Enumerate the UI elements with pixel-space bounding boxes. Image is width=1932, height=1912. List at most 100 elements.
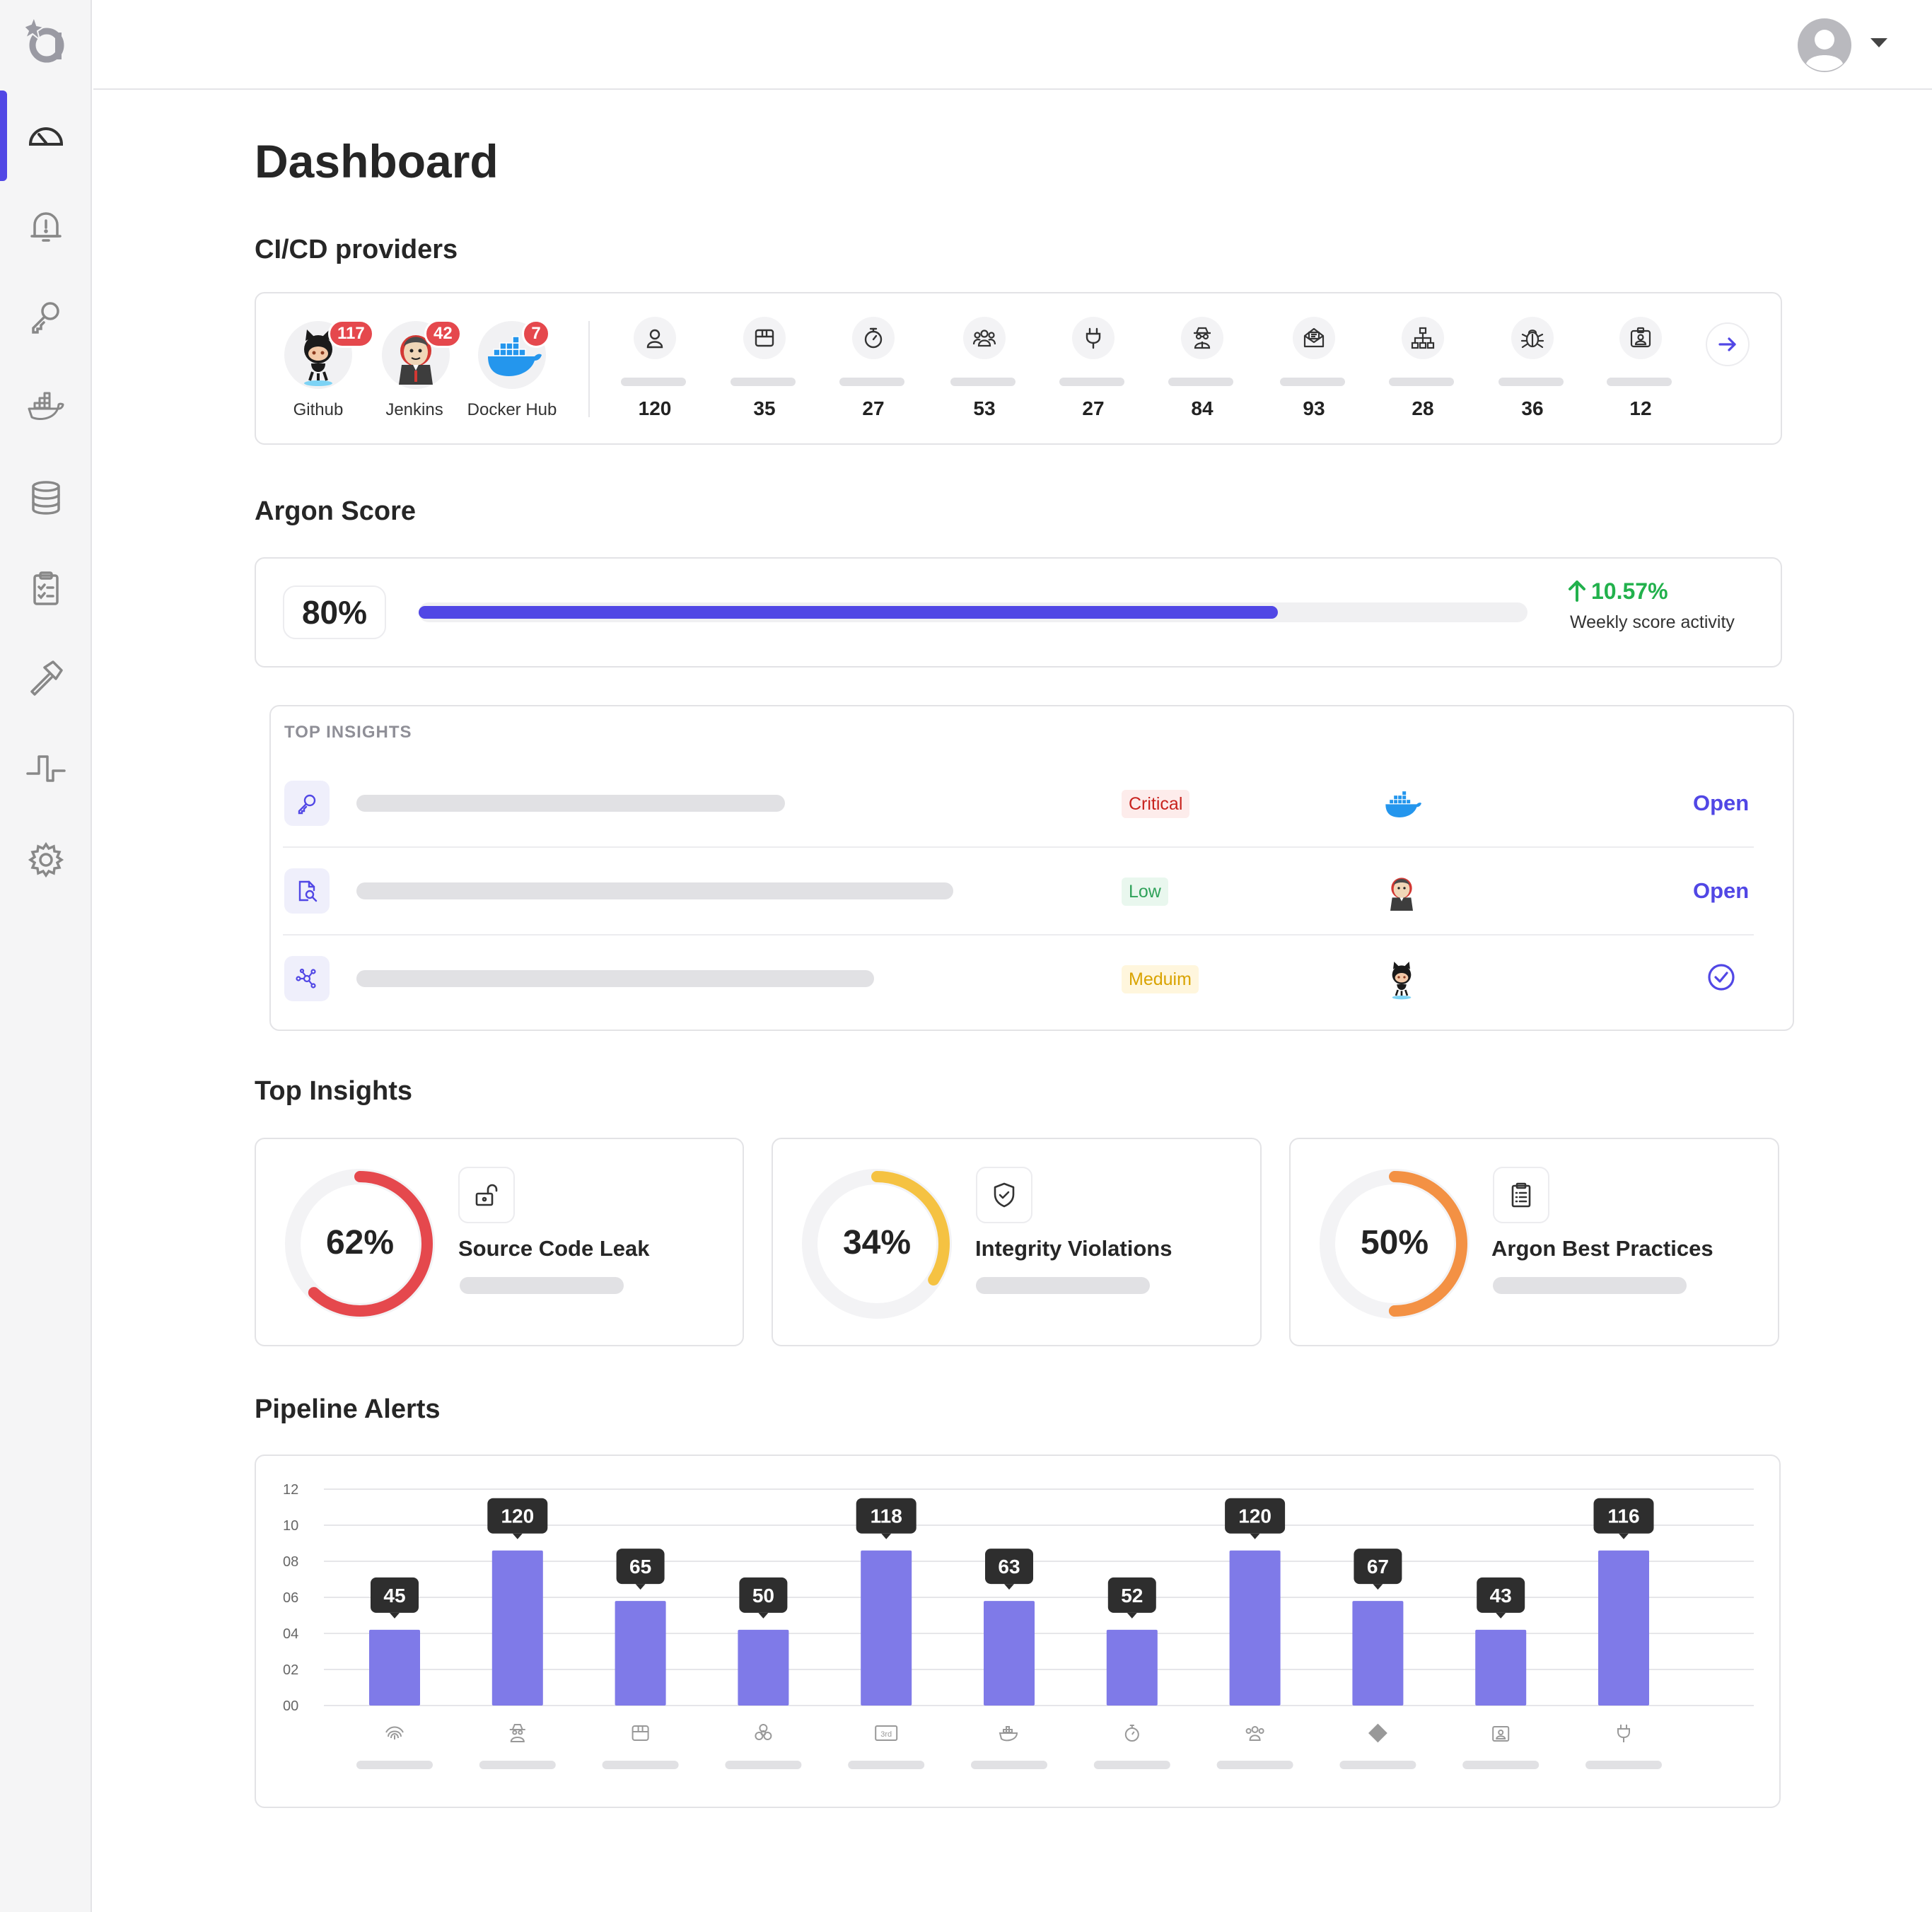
- insight-percent: 50%: [1360, 1224, 1429, 1261]
- insight-gauge: [1320, 1169, 1470, 1319]
- top-bar: [93, 0, 1932, 90]
- insight-card-icon: [458, 1167, 515, 1223]
- id-badge-icon: [1630, 327, 1651, 348]
- insight-card-placeholder: [976, 1277, 1150, 1294]
- chart-data-label-bg: [739, 1577, 788, 1613]
- shield-check-icon: [994, 1182, 1015, 1208]
- insight-percent: 34%: [842, 1224, 912, 1261]
- severity-badge: Low: [1122, 878, 1168, 906]
- stat-bar: [731, 378, 796, 386]
- stat-value: 53: [973, 397, 996, 419]
- chart-data-label-pointer: [1250, 1533, 1260, 1539]
- check-circle-icon[interactable]: [1707, 963, 1735, 991]
- chart-x-tick-icon-text: 3rd: [880, 1730, 892, 1739]
- unlock-icon: [475, 1184, 498, 1206]
- insight-card-label: Argon Best Practices: [1491, 1236, 1713, 1261]
- row-divider: [283, 846, 1754, 848]
- sidebar-item-checklist[interactable]: [0, 543, 92, 634]
- chart-data-label-pointer: [512, 1533, 523, 1539]
- insight-gauge: [802, 1169, 952, 1319]
- chart-bar: [1352, 1601, 1404, 1706]
- severity-badge: Meduim: [1122, 965, 1199, 993]
- open-insight-link[interactable]: Open: [1693, 878, 1750, 903]
- insight-row-icon: [284, 781, 330, 826]
- stopwatch-icon: [864, 327, 883, 349]
- sidebar-item-build[interactable]: [0, 634, 92, 724]
- package-icon: [632, 1725, 649, 1741]
- insight-row-placeholder: [356, 882, 953, 899]
- chart-data-label: 120: [1238, 1505, 1271, 1527]
- pipeline-alerts-chart: 12 10 08 06 04 02 00 45 120 65 50 118 3rd 63 52 120 67 43…: [283, 1482, 1754, 1769]
- chart-bar: [1106, 1629, 1158, 1706]
- git-icon: [1368, 1723, 1387, 1743]
- stat-value: 120: [638, 397, 672, 419]
- insight-card-label: Integrity Violations: [975, 1236, 1172, 1261]
- chart-data-label-bg: [1225, 1498, 1286, 1534]
- sidebar-item-settings[interactable]: [0, 815, 92, 905]
- database-icon: [32, 481, 60, 515]
- chart-data-label-bg: [1593, 1498, 1654, 1534]
- insight-row-placeholder: [356, 795, 785, 812]
- sidebar-item-alerts[interactable]: [0, 181, 92, 272]
- arrow-up-icon: [1569, 581, 1585, 602]
- chart-data-label: 65: [629, 1556, 651, 1578]
- pulse-icon: [26, 755, 66, 782]
- sidebar-item-secrets[interactable]: [0, 272, 92, 362]
- chart-x-tick-placeholder: [971, 1761, 1047, 1769]
- stat-value: 28: [1412, 397, 1434, 419]
- chart-data-label-pointer: [1619, 1533, 1629, 1539]
- open-insight-link[interactable]: Open: [1693, 791, 1750, 815]
- stat-value: 93: [1303, 397, 1325, 419]
- stat-value: 27: [1082, 397, 1105, 419]
- chart-data-label: 116: [1607, 1505, 1639, 1527]
- docker-icon: [999, 1726, 1018, 1742]
- chart-x-tick-placeholder: [1585, 1761, 1662, 1769]
- score-delta-value: 10.57%: [1591, 578, 1668, 604]
- hammer-icon: [30, 660, 63, 696]
- chart-data-label-bg: [616, 1549, 665, 1585]
- chart-bar: [738, 1629, 789, 1706]
- caret-down-icon[interactable]: [1870, 38, 1887, 47]
- providers-divider: [588, 321, 590, 417]
- alert-bell-icon: [30, 212, 62, 242]
- section-title-providers: CI/CD providers: [255, 235, 458, 264]
- arrow-right-icon: [1718, 337, 1736, 351]
- user-avatar-icon[interactable]: [1796, 17, 1853, 74]
- chart-data-label-pointer: [881, 1533, 892, 1539]
- stat-bar: [839, 378, 904, 386]
- chart-x-tick-placeholder: [356, 1761, 433, 1769]
- sidebar-item-docker[interactable]: [0, 362, 92, 453]
- network-nodes-icon: [296, 968, 316, 989]
- stat-value: 35: [753, 397, 776, 419]
- chart-data-label-pointer: [1373, 1584, 1383, 1590]
- stat-bar: [1389, 378, 1454, 386]
- insight-card-placeholder: [460, 1277, 624, 1294]
- stat-bar: [950, 378, 1016, 386]
- chart-x-tick-placeholder: [725, 1761, 802, 1769]
- chart-bar: [1598, 1550, 1649, 1706]
- provider-jenkins[interactable]: [382, 321, 450, 389]
- chart-data-label: 67: [1367, 1556, 1389, 1578]
- github-octocat-icon: [1392, 962, 1412, 1000]
- argon-logo-icon[interactable]: [18, 17, 68, 66]
- sidebar-item-activity[interactable]: [0, 724, 92, 815]
- chart-y-tick-label: 04: [283, 1626, 298, 1642]
- sidebar-item-dashboard[interactable]: [0, 91, 92, 181]
- chart-data-label: 50: [752, 1585, 774, 1607]
- chart-bar: [1475, 1629, 1527, 1706]
- stat-value: 36: [1521, 397, 1544, 419]
- docker-whale-icon: [488, 336, 542, 376]
- users-group-icon: [972, 330, 996, 347]
- insight-percent: 62%: [325, 1224, 395, 1261]
- chart-data-label-bg: [856, 1498, 916, 1534]
- sidebar-item-database[interactable]: [0, 453, 92, 543]
- insight-card-icon: [976, 1167, 1032, 1223]
- chart-data-label-bg: [985, 1549, 1033, 1585]
- chart-bar: [615, 1601, 666, 1706]
- chart-data-label-pointer: [1127, 1612, 1137, 1619]
- chart-x-tick-placeholder: [1339, 1761, 1416, 1769]
- stat-value: 27: [862, 397, 885, 419]
- insight-card-icon: [1493, 1167, 1549, 1223]
- mail-open-icon: [1303, 327, 1325, 348]
- providers-next-button[interactable]: [1706, 322, 1750, 366]
